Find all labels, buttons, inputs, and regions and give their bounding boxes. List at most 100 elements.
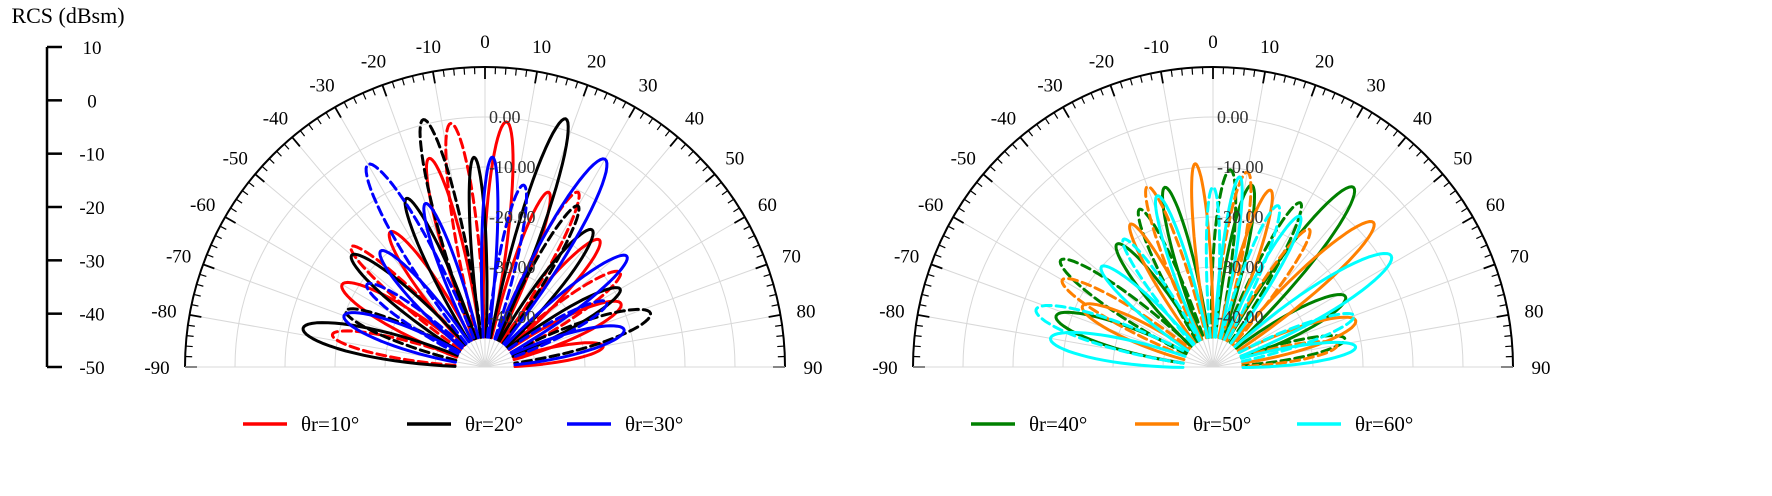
angle-tick-mark [768,314,781,318]
series-lobe-20 [506,286,622,358]
series-lobe-30 [507,299,609,359]
angle-tick-mark [769,293,777,297]
series-lobe-30 [364,162,476,346]
angle-tick-label: -90 [144,358,169,379]
angle-tick-mark [1496,314,1509,318]
angle-tick-mark [1443,181,1450,188]
angle-tick-label: -70 [166,247,191,268]
series-lobe-20 [489,117,570,342]
legend-entry: θr=50° [1135,412,1251,436]
angle-tick-mark [343,101,348,109]
rcs-tick-label: -30 [79,251,104,272]
angle-tick-mark [1504,335,1512,337]
series-lobe-30 [342,311,461,364]
angle-tick-mark [202,263,215,270]
angle-tick-mark [1062,106,1070,119]
angle-tick-mark [442,69,445,77]
angle-tick-mark [352,97,358,104]
angle-tick-mark [1253,69,1256,77]
angle-tick-mark [1283,75,1287,83]
angle-tick-mark [1109,84,1116,97]
angle-tick-mark [1273,73,1276,81]
series-lobe-60 [1219,204,1282,343]
angle-tick-mark [432,71,436,84]
angle-tick-mark [1455,198,1463,204]
series-lobe-50 [1225,227,1312,347]
legend-entry: θr=40° [971,412,1087,436]
angle-tick-label: 80 [1525,301,1544,322]
series-lobe-50 [1144,185,1208,342]
angle-tick-mark [639,112,645,119]
angle-tick-mark [283,143,290,150]
angle-tick-mark [982,173,993,183]
angle-tick-mark [688,150,694,157]
angle-tick-mark [555,75,559,83]
angle-tick-label: -10 [416,37,441,58]
angle-tick-mark [1376,117,1382,125]
angle-tick-mark [191,304,199,307]
angle-tick-mark [914,335,922,337]
series-lobe-10 [330,329,459,367]
angle-tick-mark [1293,78,1297,86]
angle-tick-label: 30 [639,76,658,97]
series-lobe-30 [422,202,480,342]
angular-grid-line [917,314,1214,368]
radial-tick-label: -30.00 [489,257,536,277]
angle-tick-mark [1416,150,1422,157]
angle-tick-mark [733,216,746,224]
angle-tick-mark [210,244,218,249]
angle-tick-label: 40 [1413,108,1432,129]
angle-tick-mark [924,283,932,287]
angle-tick-mark [1080,97,1086,104]
angle-tick-label: 90 [1532,358,1551,379]
rcs-scale-axis: RCS (dBsm) 10 0 -10 -20 -30 -40 -50 [11,3,124,379]
angle-tick-mark [224,216,237,224]
angle-tick-mark [1310,84,1317,97]
angle-tick-mark [594,88,598,96]
angle-tick-mark [525,69,528,77]
angle-tick-mark [775,324,783,327]
rcs-tick-label: 10 [83,38,102,59]
legend-entry: θr=10° [243,412,359,436]
angle-tick-mark [1004,150,1010,157]
angle-tick-mark [308,123,314,131]
angle-tick-mark [917,314,930,318]
angle-tick-mark [422,73,425,81]
angle-tick-mark [1139,75,1143,83]
angle-tick-mark [1160,71,1164,84]
angle-tick-mark [969,190,977,196]
series-lobe-60 [1121,237,1201,347]
angle-tick-mark [1331,92,1336,100]
angle-tick-mark [241,190,249,196]
angular-grid-line [952,216,1214,368]
angle-tick-mark [715,181,722,188]
angle-tick-mark [1491,273,1499,278]
angle-tick-label: -60 [190,195,215,216]
angle-tick-mark [727,198,735,204]
angle-tick-mark [268,158,275,164]
angle-tick-mark [1483,263,1496,270]
angle-tick-mark [755,263,768,270]
series-lobe-50 [1239,340,1339,368]
angle-tick-label: 80 [797,301,816,322]
angle-tick-label: 70 [1510,247,1529,268]
angle-tick-mark [947,225,955,230]
angle-tick-mark [771,304,779,307]
series-lobe-20 [467,155,489,339]
angle-tick-label: 40 [685,108,704,129]
angle-tick-mark [1384,123,1390,131]
angle-tick-mark [669,136,679,147]
angle-tick-label: -80 [879,301,904,322]
angle-tick-label: -30 [1037,76,1062,97]
angle-tick-mark [1503,324,1511,327]
series-lobe-60 [1204,185,1222,339]
series-lobe-50 [1128,222,1203,345]
series-lobe-10 [444,121,487,340]
rcs-tick-label: -40 [79,305,104,326]
angle-tick-mark [1494,283,1502,287]
angle-tick-mark [186,335,194,337]
polar-chart-right: -90 -80 -70 -60 -50 -40 -30 -20 -10 0 10 20 30 40 50 60… [872,32,1550,436]
angle-tick-mark [565,78,569,86]
angle-tick-mark [756,254,764,258]
